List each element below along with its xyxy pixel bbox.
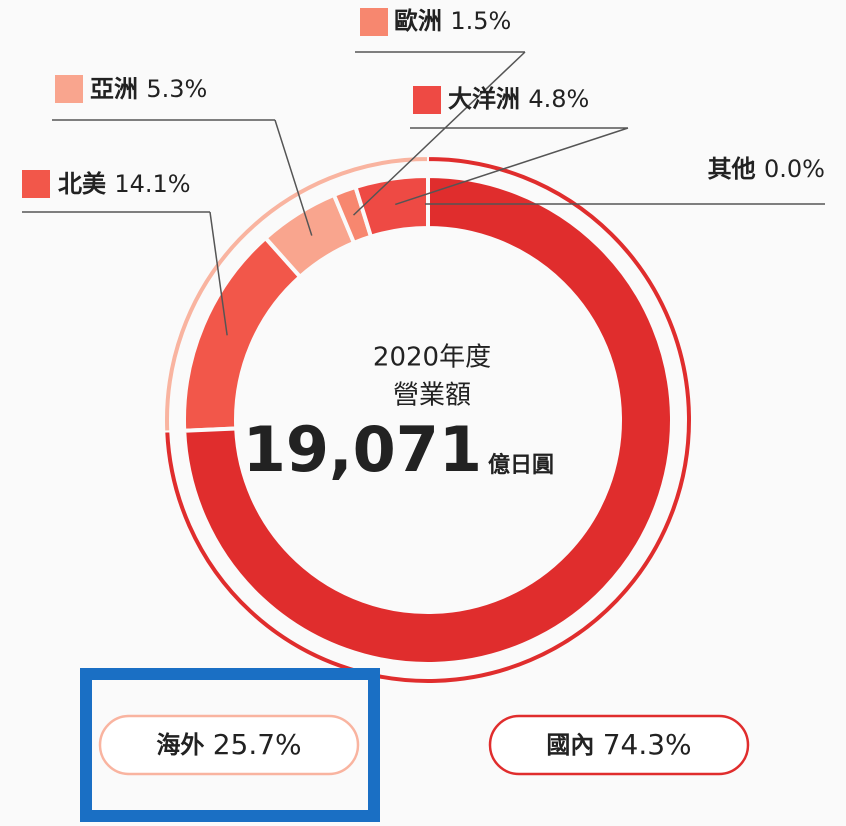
leader-line	[52, 119, 313, 236]
leader-line	[22, 211, 228, 336]
segment-name: 歐洲	[394, 7, 442, 35]
pill-value: 74.3%	[603, 728, 692, 761]
segment	[353, 173, 430, 240]
segment-name: 北美	[58, 170, 106, 198]
total: 19,071	[243, 413, 482, 486]
pill	[98, 714, 360, 776]
legend-swatch	[22, 170, 50, 198]
outer-segment	[163, 154, 693, 685]
total-unit: 億日圓	[488, 452, 554, 478]
leader-line	[352, 51, 526, 216]
leader-line	[395, 127, 629, 206]
center-line: 2020年度	[373, 343, 491, 373]
segment-value: 14.1%	[114, 170, 190, 198]
pill-name: 海外	[156, 731, 204, 759]
segment-name: 亞洲	[90, 75, 138, 103]
segment-value: 1.5%	[450, 7, 511, 35]
segment-name: 大洋洲	[448, 85, 520, 113]
legend-swatch	[55, 75, 83, 103]
segment-value: 5.3%	[146, 75, 207, 103]
segment-label: 亞洲 5.3%	[90, 75, 207, 103]
segment-value: 4.8%	[528, 85, 589, 113]
segment-label: 歐洲 1.5%	[394, 7, 511, 35]
pill-value: 25.7%	[213, 728, 302, 761]
segment-value: 0.0%	[764, 155, 825, 183]
segment-label: 其他 0.0%	[708, 155, 825, 183]
segment-label: 北美 14.1%	[58, 170, 191, 198]
segment-name: 其他	[708, 155, 756, 183]
segment	[182, 173, 674, 666]
segment	[182, 235, 303, 433]
pill	[488, 714, 750, 776]
center-line: 營業額	[393, 381, 471, 411]
pill-label: 海外 25.7%	[156, 728, 301, 761]
highlight-box	[80, 668, 380, 822]
pill-name: 國內	[546, 731, 594, 759]
legend-swatch	[360, 8, 388, 36]
segment-label: 大洋洲 4.8%	[448, 85, 589, 113]
legend-swatch	[413, 86, 441, 114]
pill-label: 國內 74.3%	[546, 728, 691, 761]
